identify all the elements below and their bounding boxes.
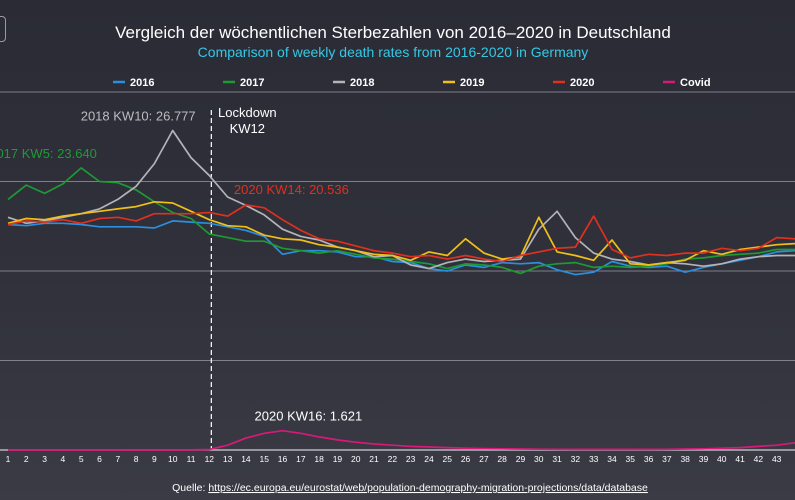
chart-title: Vergleich der wöchentlichen Sterbezahlen… [115, 23, 671, 42]
x-tick-label: 4 [61, 454, 66, 464]
annotation-2020-peak: 2020 KW14: 20.536 [234, 182, 349, 197]
annotation-covid-peak: 2020 KW16: 1.621 [255, 409, 363, 424]
annotation-2018-peak: 2018 KW10: 26.777 [81, 108, 196, 123]
x-tick-label: 14 [241, 454, 251, 464]
series-line-2020 [7, 204, 795, 263]
legend-item-2020: 2020 [570, 77, 594, 89]
annotations: 2018 KW10: 26.777 2017 KW5: 23.640 2020 … [0, 108, 362, 423]
legend-item-2019: 2019 [460, 77, 484, 89]
x-tick-label: 23 [406, 454, 416, 464]
x-tick-label: 33 [589, 454, 599, 464]
legend-item-2017: 2017 [240, 77, 264, 89]
gridlines [0, 91, 795, 451]
x-tick-label: 32 [571, 454, 581, 464]
series-line-2016 [7, 220, 795, 276]
chart-subtitle: Comparison of weekly death rates from 20… [198, 44, 589, 60]
x-tick-label: 18 [314, 454, 324, 464]
x-tick-label: 13 [223, 454, 233, 464]
x-tick-label: 29 [516, 454, 526, 464]
source-footer: Quelle: https://ec.europa.eu/eurostat/we… [172, 482, 648, 494]
x-tick-label: 9 [152, 454, 157, 464]
x-tick-label: 34 [607, 454, 617, 464]
x-tick-label: 22 [388, 454, 398, 464]
annotation-2017-peak: 2017 KW5: 23.640 [0, 146, 97, 161]
x-tick-label: 35 [626, 454, 636, 464]
x-tick-label: 17 [296, 454, 306, 464]
x-tick-label: 19 [333, 454, 343, 464]
x-tick-label: 37 [662, 454, 672, 464]
lockdown-marker: Lockdown KW12 [210, 105, 277, 450]
x-tick-label: 15 [259, 454, 269, 464]
x-tick-label: 36 [644, 454, 654, 464]
x-tick-label: 12 [205, 454, 215, 464]
x-tick-label: 16 [278, 454, 288, 464]
series-line-2019 [7, 200, 795, 266]
x-tick-label: 21 [369, 454, 379, 464]
source-link[interactable]: https://ec.europa.eu/eurostat/web/popula… [208, 482, 648, 494]
x-tick-label: 8 [134, 454, 139, 464]
x-tick-label: 26 [461, 454, 471, 464]
x-tick-label: 31 [552, 454, 562, 464]
x-tick-label: 11 [187, 454, 196, 464]
x-tick-label: 6 [97, 454, 102, 464]
x-tick-label: 7 [115, 454, 120, 464]
x-tick-label: 25 [443, 454, 453, 464]
x-tick-label: 1 [6, 454, 11, 464]
x-tick-label: 27 [479, 454, 489, 464]
series-lines [7, 129, 795, 451]
x-tick-label: 20 [351, 454, 361, 464]
source-prefix: Quelle: [172, 482, 208, 494]
x-tick-label: 28 [497, 454, 507, 464]
series-line-covid [8, 429, 795, 451]
side-panel-handle-icon[interactable] [0, 16, 6, 42]
x-tick-label: 39 [699, 454, 709, 464]
x-tick-label: 10 [168, 454, 178, 464]
x-tick-label: 24 [424, 454, 434, 464]
x-tick-label: 2 [24, 454, 29, 464]
legend-item-2016: 2016 [130, 77, 154, 89]
x-tick-label: 3 [42, 454, 47, 464]
legend-item-covid: Covid [680, 77, 711, 89]
x-tick-label: 30 [534, 454, 544, 464]
x-tick-label: 41 [735, 454, 745, 464]
series-line-2018 [7, 129, 795, 270]
lockdown-week-label: KW12 [230, 121, 265, 136]
x-tick-label: 43 [772, 454, 782, 464]
x-axis-ticks: 1 2 3 4 5 6 7 8 9 10 11 12 13 14 15 16 17 18 19 20 21 22 23 24 2… [6, 454, 782, 464]
x-tick-label: 38 [680, 454, 690, 464]
x-tick-label: 5 [79, 454, 84, 464]
x-tick-label: 40 [717, 454, 727, 464]
legend: 2016 2017 2018 2019 2020 Covid [113, 77, 711, 89]
legend-item-2018: 2018 [350, 77, 374, 89]
lockdown-label: Lockdown [218, 105, 277, 120]
x-tick-label: 42 [754, 454, 764, 464]
